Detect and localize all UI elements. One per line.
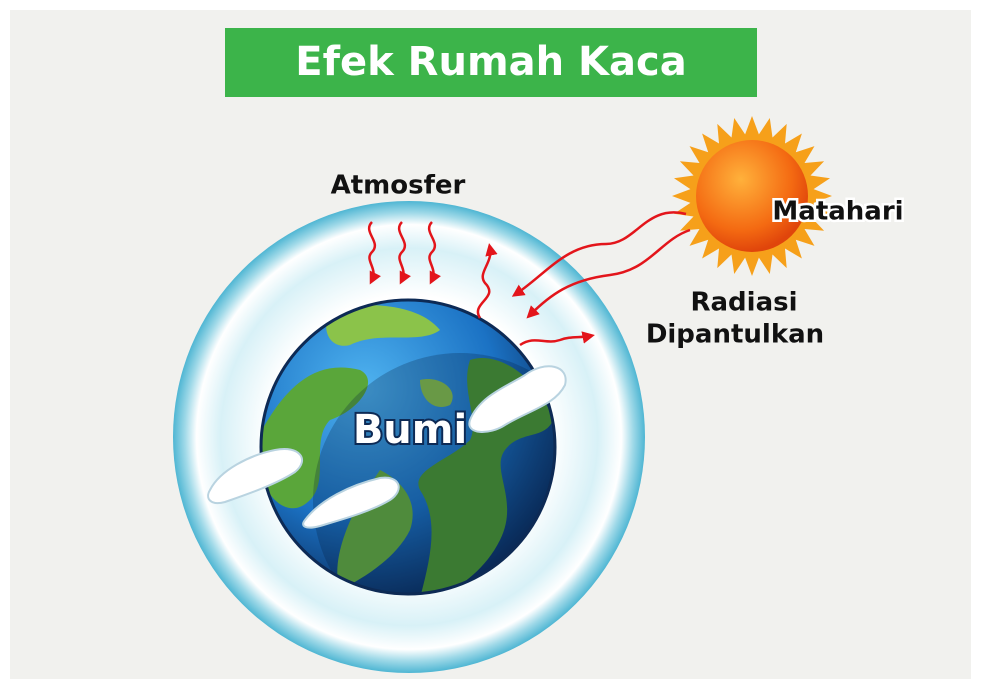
atmosphere-label: Atmosfer [331,171,466,201]
radiation-label: Radiasi [690,288,797,318]
title-banner [225,28,757,97]
clouds [207,365,567,529]
sun-label: Matahari [772,197,903,227]
radiation-arrows [367,211,691,347]
radiation-label: Dipantulkan [646,320,824,350]
earth-label: Bumi [353,407,467,453]
earth-outline [259,298,557,596]
sun [672,116,832,276]
title: Efek Rumah Kaca [295,39,686,85]
